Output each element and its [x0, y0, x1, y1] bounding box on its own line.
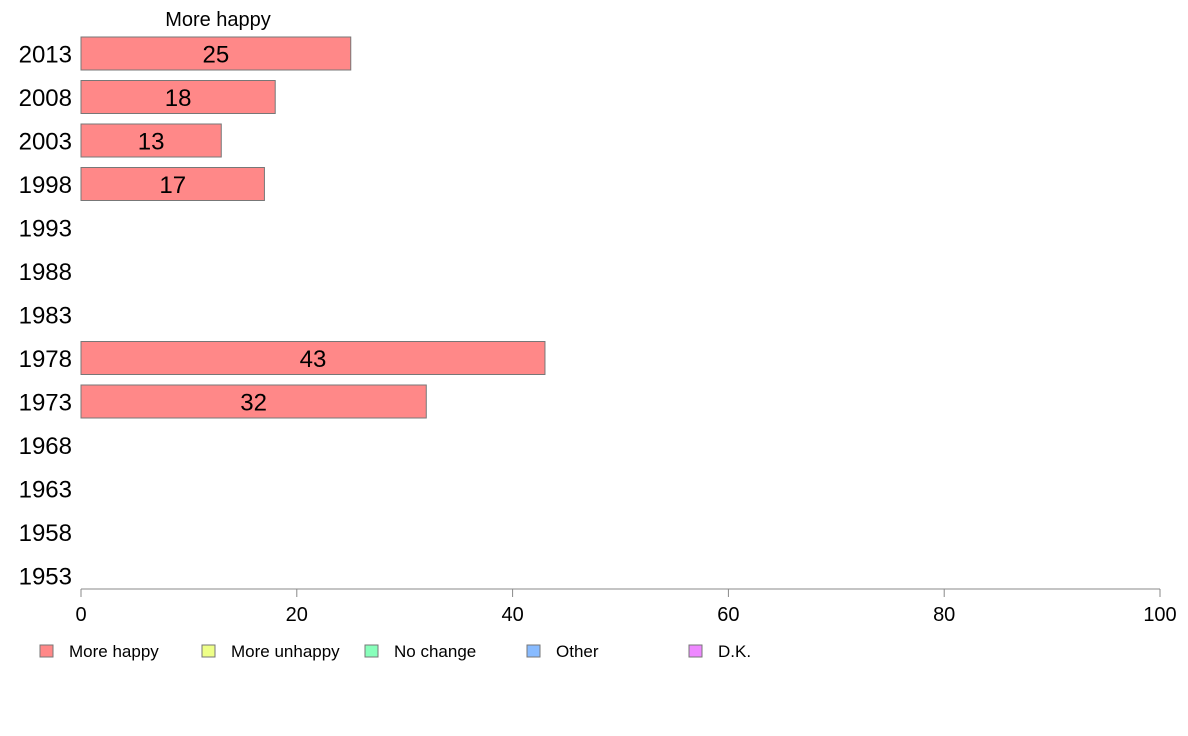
- legend-label-3: Other: [556, 642, 599, 661]
- category-label-1968: 1968: [19, 433, 72, 460]
- series-title: More happy: [165, 9, 271, 31]
- bar-label-1998: 17: [159, 172, 186, 199]
- bar-1978: [80, 341, 546, 375]
- x-tick-label-60: 60: [717, 604, 739, 626]
- x-axis: 0 20 40 60 80 100: [75, 588, 1177, 626]
- x-tick-label-40: 40: [501, 604, 523, 626]
- bar-2008: [80, 80, 276, 114]
- legend-label-2: No change: [394, 642, 476, 661]
- bar-label-2003: 13: [138, 129, 165, 156]
- bar-1973: [80, 384, 427, 419]
- category-label-1958: 1958: [19, 520, 72, 547]
- bar-label-1978: 43: [300, 346, 327, 373]
- bar-label-2008: 18: [165, 85, 192, 112]
- category-label-1963: 1963: [19, 477, 72, 504]
- category-label-1983: 1983: [19, 303, 72, 330]
- x-tick-label-0: 0: [75, 604, 86, 626]
- bar-2013: [80, 36, 352, 71]
- legend-label-0: More happy: [69, 642, 159, 661]
- category-label-2008: 2008: [19, 85, 72, 112]
- legend-label-4: D.K.: [718, 642, 751, 661]
- category-labels: 2013 2008 2003 1998 1993 1988 1983 1978 1973 1968…: [19, 42, 72, 591]
- category-label-1993: 1993: [19, 216, 72, 243]
- category-label-1973: 1973: [19, 390, 72, 417]
- bar-label-1973: 32: [240, 390, 267, 417]
- category-label-1953: 1953: [19, 564, 72, 591]
- x-tick-label-100: 100: [1143, 604, 1176, 626]
- legend-label-1: More unhappy: [231, 642, 340, 661]
- legend-swatch-3: [526, 644, 541, 658]
- legend-swatch-2: [364, 644, 379, 658]
- legend-swatch-4: [688, 644, 703, 658]
- legend: More happy More unhappy No change Other D.K.: [39, 642, 751, 661]
- category-label-1978: 1978: [19, 346, 72, 373]
- bar-2003: [80, 123, 222, 158]
- category-label-1988: 1988: [19, 259, 72, 286]
- legend-swatch-0: [39, 644, 54, 658]
- bar-label-2013: 25: [203, 42, 230, 69]
- category-label-2003: 2003: [19, 129, 72, 156]
- category-label-2013: 2013: [19, 42, 72, 69]
- x-tick-label-80: 80: [933, 604, 955, 626]
- legend-swatch-1: [201, 644, 216, 658]
- category-label-1998: 1998: [19, 172, 72, 199]
- bar-1998: [80, 167, 265, 201]
- x-tick-label-20: 20: [286, 604, 308, 626]
